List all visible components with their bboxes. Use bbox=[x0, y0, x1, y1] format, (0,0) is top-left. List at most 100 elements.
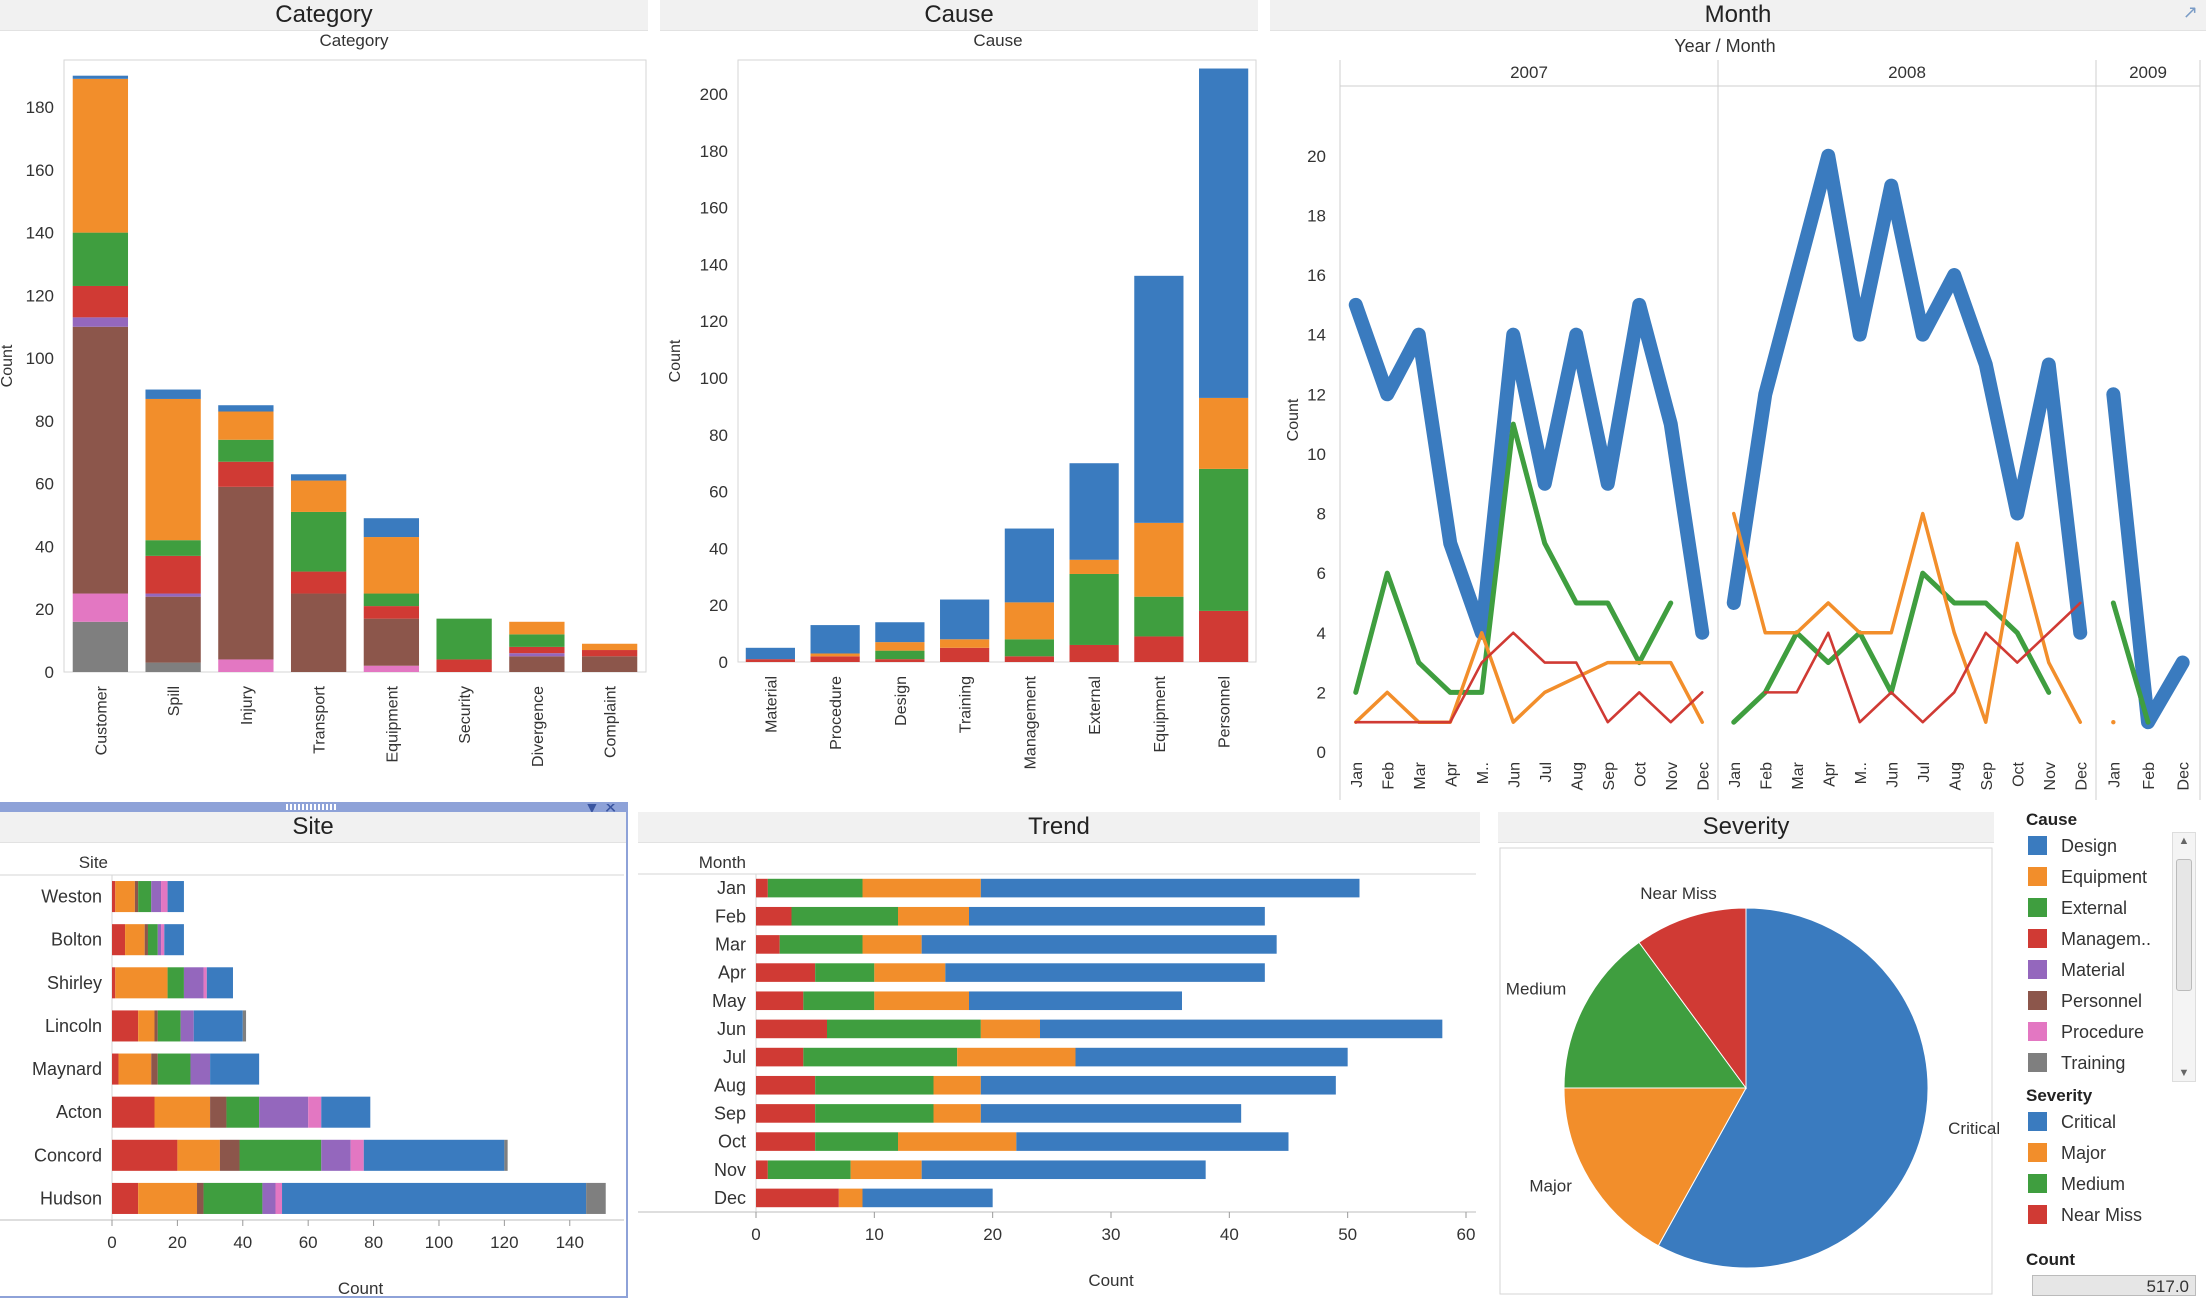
bar-segment bbox=[810, 653, 860, 657]
legend: Cause Design Equipment External Managem.. Ma… bbox=[2018, 808, 2206, 1298]
bar-segment bbox=[756, 935, 780, 954]
x-tick-label: M.. bbox=[1853, 762, 1870, 784]
legend-swatch bbox=[2028, 898, 2047, 918]
scroll-thumb[interactable] bbox=[2176, 859, 2192, 991]
site-chart: Site 0 20 40 60 80 100 120 140 Count Weston Bolton S… bbox=[0, 853, 624, 1298]
y-tick-label: 12 bbox=[1307, 385, 1326, 404]
site-selection-frame bbox=[0, 802, 628, 1298]
y-tick-label: 0 bbox=[45, 663, 54, 682]
bar-segment bbox=[921, 1160, 1206, 1180]
legend-item[interactable]: Equipment bbox=[2028, 865, 2147, 889]
y-tick-label: 6 bbox=[1317, 564, 1326, 583]
x-tick-label: External bbox=[1087, 676, 1104, 735]
bar-segment bbox=[218, 411, 274, 440]
legend-item[interactable]: Managem.. bbox=[2028, 927, 2151, 951]
bar-segment bbox=[161, 881, 168, 913]
legend-severity-title: Severity bbox=[2026, 1086, 2093, 1105]
popout-icon[interactable]: ↗ bbox=[2182, 2, 2198, 22]
bar-segment bbox=[203, 967, 207, 999]
bar-segment bbox=[810, 625, 860, 654]
x-axis-title: Category bbox=[320, 31, 389, 50]
legend-item[interactable]: External bbox=[2028, 896, 2127, 920]
bar-segment bbox=[875, 659, 925, 662]
legend-item[interactable]: Procedure bbox=[2028, 1020, 2144, 1044]
y-tick-label: Jul bbox=[723, 1047, 746, 1067]
x-tick-label: 20 bbox=[983, 1225, 1002, 1244]
legend-item[interactable]: Training bbox=[2028, 1051, 2125, 1075]
scroll-down-icon[interactable]: ▼ bbox=[2178, 1067, 2190, 1079]
bar-segment bbox=[72, 621, 129, 672]
series-line bbox=[1732, 511, 2082, 724]
bar-segment bbox=[363, 537, 420, 594]
bar-segment bbox=[815, 1132, 898, 1151]
y-tick-label: Jan bbox=[717, 878, 746, 898]
scroll-up-icon[interactable]: ▲ bbox=[2178, 835, 2190, 847]
legend-item[interactable]: Critical bbox=[2028, 1110, 2116, 1134]
bar-segment bbox=[118, 1053, 152, 1085]
y-tick-label: 14 bbox=[1307, 326, 1326, 345]
y-tick-label: 8 bbox=[1317, 505, 1326, 524]
bar-segment bbox=[167, 967, 184, 999]
y-tick-label: 160 bbox=[700, 199, 728, 218]
legend-item[interactable]: Material bbox=[2028, 958, 2125, 982]
legend-item[interactable]: Near Miss bbox=[2028, 1203, 2142, 1227]
y-axis-title: Count bbox=[667, 339, 684, 382]
bar-segment bbox=[145, 593, 201, 597]
y-tick-label: Sep bbox=[714, 1103, 746, 1123]
bar-segment bbox=[167, 881, 184, 913]
legend-swatch bbox=[2028, 929, 2047, 949]
pie-label: Medium bbox=[1506, 979, 1566, 998]
bar-segment bbox=[969, 991, 1182, 1011]
y-tick-label: 0 bbox=[1317, 743, 1326, 762]
legend-scrollbar[interactable]: ▲ ▼ bbox=[2172, 832, 2196, 1082]
bar-segment bbox=[282, 1182, 587, 1214]
bar-segment bbox=[115, 881, 135, 913]
x-tick-label: Apr bbox=[1443, 761, 1460, 787]
pie-label: Critical bbox=[1948, 1119, 2000, 1138]
x-tick-label: Procedure bbox=[828, 676, 845, 750]
y-tick-label: Acton bbox=[56, 1102, 102, 1122]
cause-chart: Cause Count 0 20 40 60 80 100 120 140 160 180 200 Mat… bbox=[667, 31, 1257, 769]
bar-segment bbox=[980, 878, 1360, 898]
bar-segment bbox=[308, 1096, 322, 1128]
x-tick-label: 140 bbox=[556, 1233, 584, 1252]
series-line bbox=[1726, 148, 2088, 640]
bar-segment bbox=[980, 1075, 1336, 1095]
drag-grip-icon[interactable] bbox=[286, 804, 338, 810]
x-axis-title: Count bbox=[338, 1279, 384, 1298]
bar-segment bbox=[1069, 573, 1119, 645]
x-tick-label: 40 bbox=[1220, 1225, 1239, 1244]
pie-slice bbox=[1563, 941, 1747, 1089]
bar-segment bbox=[815, 1104, 934, 1123]
x-tick-label: Jun bbox=[1506, 762, 1523, 788]
bar-segment bbox=[791, 906, 898, 926]
bar-segment bbox=[1004, 639, 1054, 657]
y-axis-title: Month bbox=[699, 853, 746, 872]
bar-segment bbox=[206, 967, 233, 999]
bar-segment bbox=[1199, 397, 1249, 469]
series-line bbox=[1348, 297, 1710, 640]
y-tick-label: 4 bbox=[1317, 624, 1326, 643]
legend-item[interactable]: Major bbox=[2028, 1141, 2106, 1165]
legend-item[interactable]: Medium bbox=[2028, 1172, 2125, 1196]
legend-swatch bbox=[2028, 1143, 2047, 1163]
legend-item[interactable]: Design bbox=[2028, 834, 2117, 858]
bar-segment bbox=[1004, 528, 1054, 603]
bar-segment bbox=[810, 656, 860, 662]
bar-segment bbox=[509, 646, 565, 654]
legend-item[interactable]: Personnel bbox=[2028, 989, 2142, 1013]
trend-chart: Month 0 10 20 30 40 50 60 Count Jan Feb Mar Apr May Ju… bbox=[638, 853, 1476, 1290]
legend-label: Personnel bbox=[2061, 991, 2143, 1011]
bar-segment bbox=[112, 967, 116, 999]
bar-segment bbox=[803, 1047, 958, 1067]
bar-segment bbox=[72, 78, 129, 233]
series-line bbox=[1354, 631, 1704, 724]
x-tick-label: Personnel bbox=[1217, 676, 1234, 748]
bar-segment bbox=[980, 1104, 1242, 1123]
series-line bbox=[1354, 631, 1704, 724]
bar-segment bbox=[1069, 559, 1119, 574]
bar-segment bbox=[767, 1160, 851, 1180]
bar-segment bbox=[190, 1053, 211, 1085]
y-tick-label: 16 bbox=[1307, 266, 1326, 285]
x-tick-label: Jan bbox=[1349, 762, 1366, 788]
